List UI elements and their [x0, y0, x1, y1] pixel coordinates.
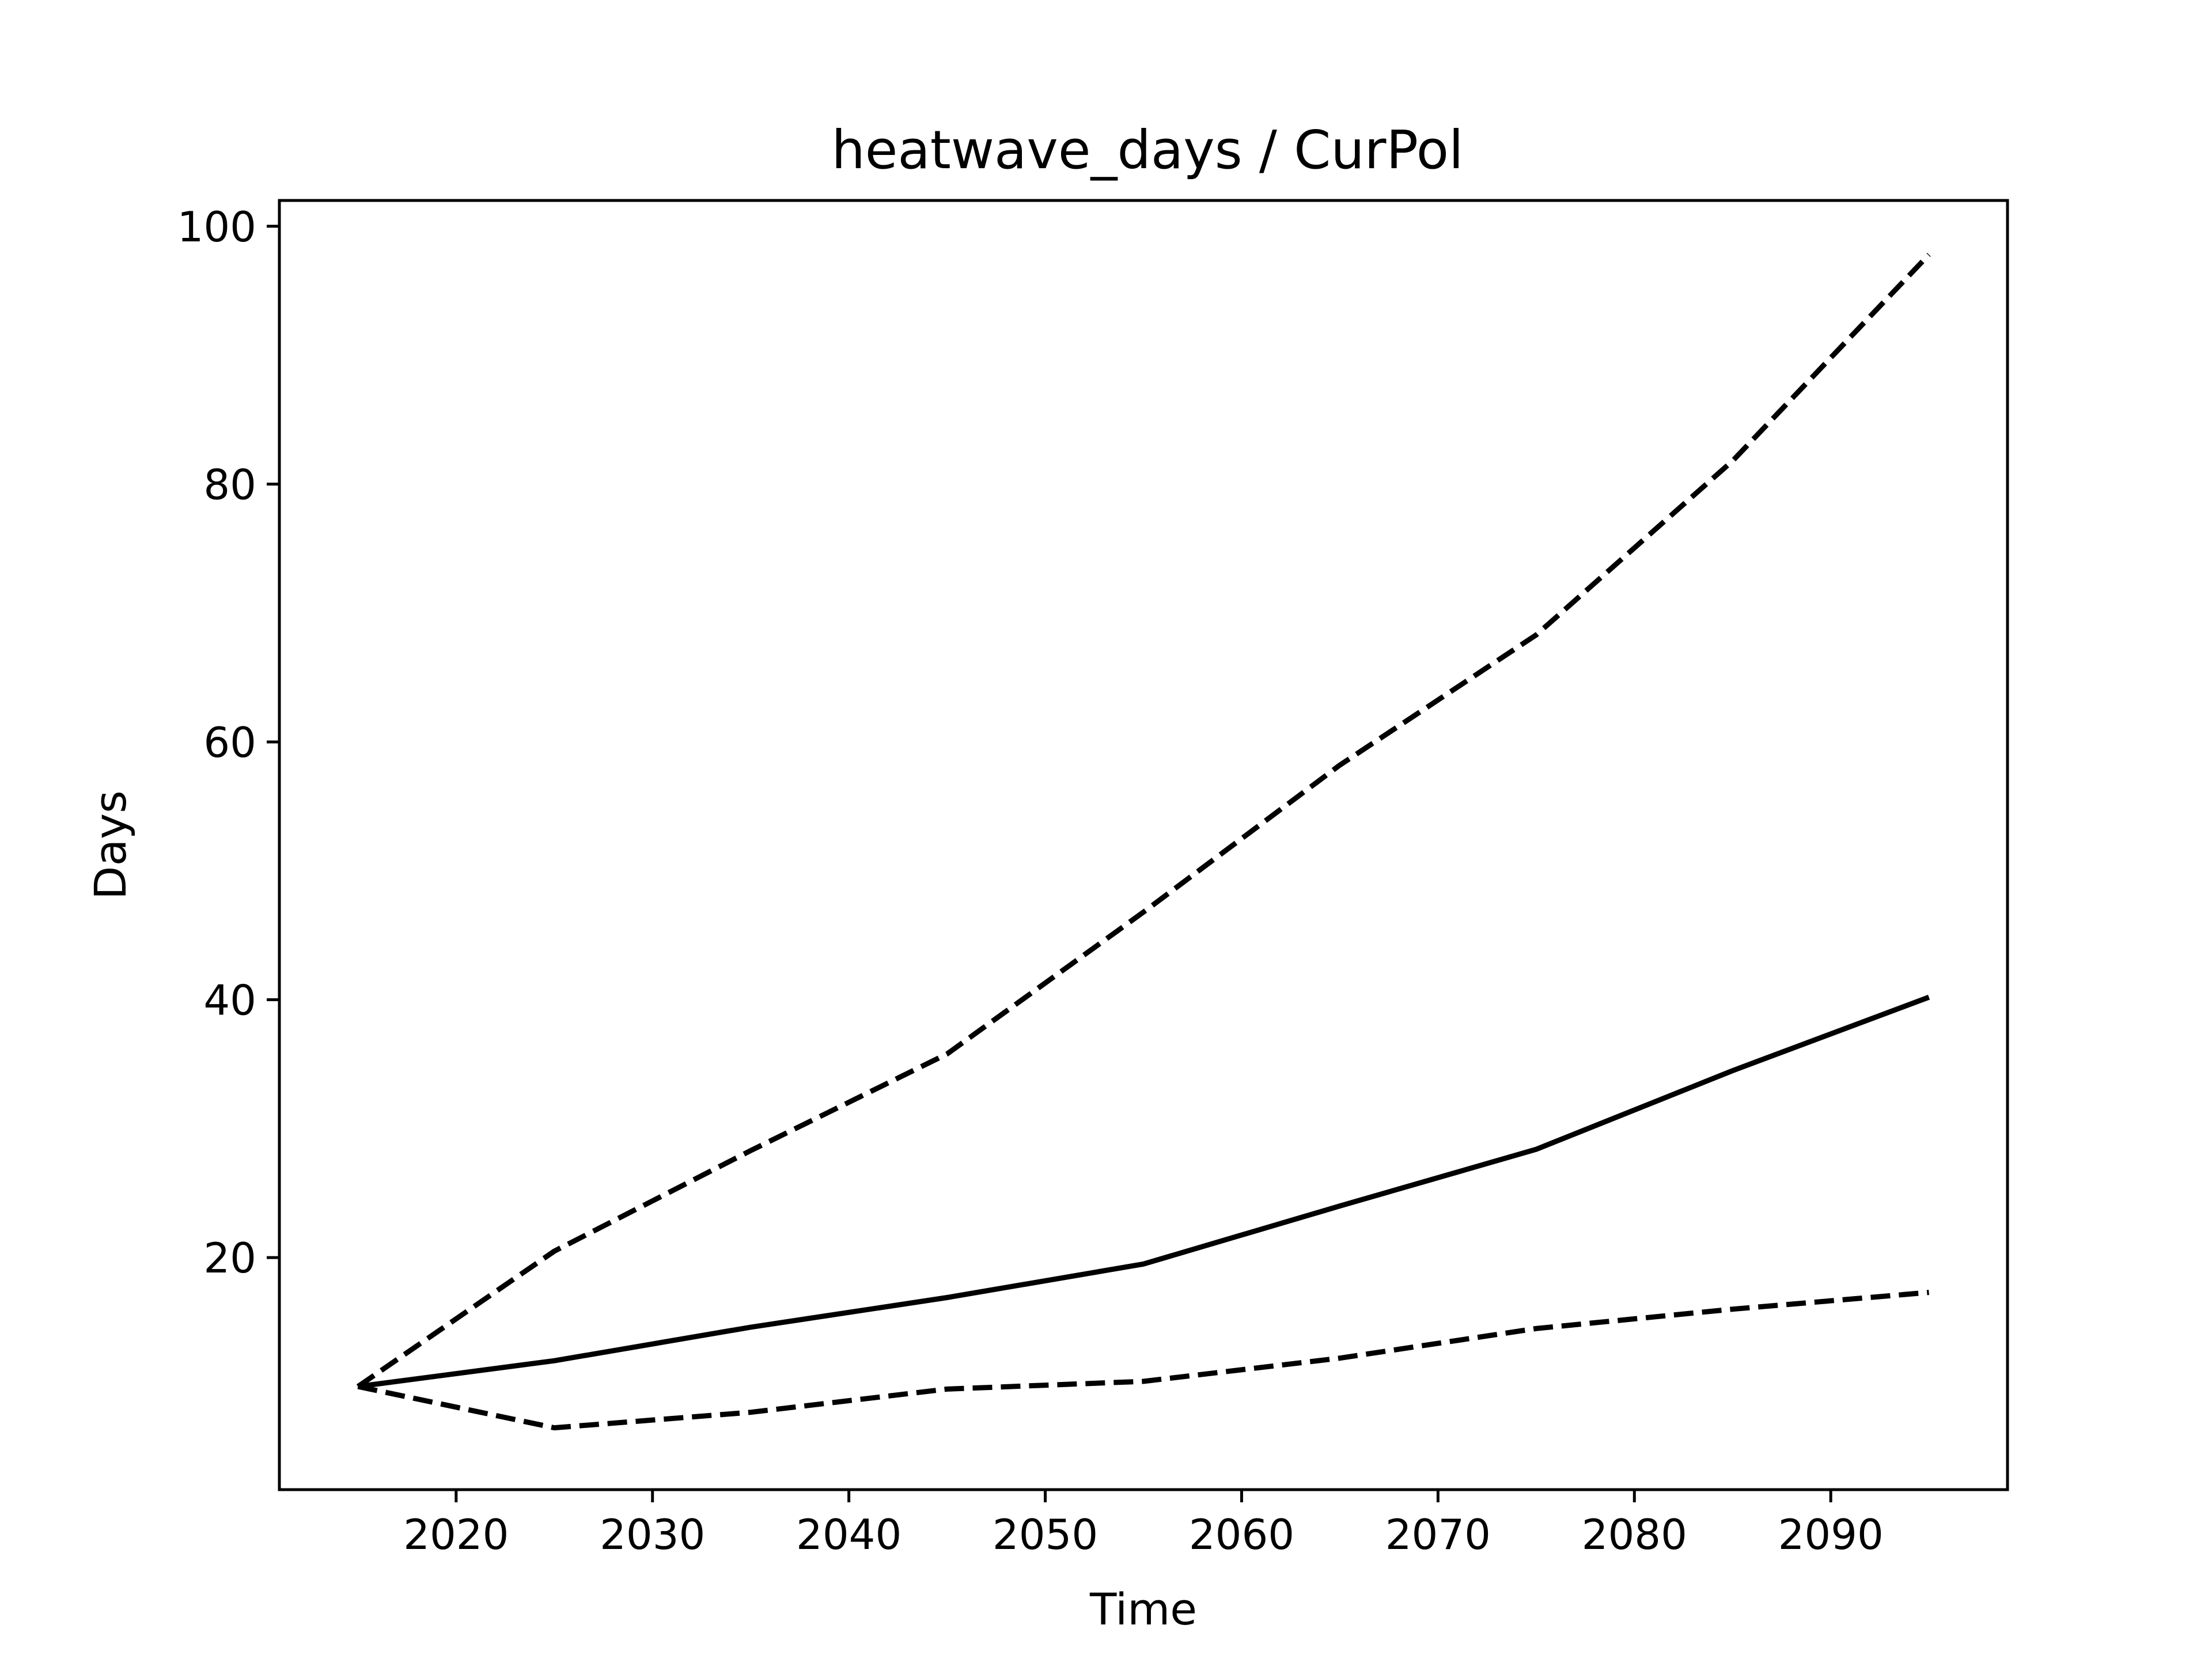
chart-title: heatwave_days / CurPol	[831, 119, 1463, 181]
x-axis-ticks: 2020 2030 2040 2050 2060 2070 2080 2090	[403, 1490, 1884, 1559]
y-tick-label-60: 60	[203, 718, 256, 767]
x-tick-label-2080: 2080	[1582, 1510, 1687, 1559]
y-tick-label-100: 100	[177, 203, 256, 251]
y-tick-label-40: 40	[203, 976, 256, 1025]
series-layer	[356, 252, 1931, 1431]
x-tick-label-2040: 2040	[796, 1510, 902, 1559]
series-line-1-dashed	[356, 252, 1931, 1389]
x-tick-label-2020: 2020	[403, 1510, 509, 1559]
y-tick-label-20: 20	[203, 1234, 256, 1282]
y-tick-label-80: 80	[203, 460, 256, 509]
x-tick-label-2060: 2060	[1189, 1510, 1294, 1559]
series-line-2-solid	[357, 994, 1930, 1389]
x-tick-label-2070: 2070	[1385, 1510, 1491, 1559]
series-line-3-dashed	[357, 1290, 1929, 1431]
y-axis-ticks: 20 40 60 80 100	[177, 203, 279, 1282]
x-tick-label-2050: 2050	[993, 1510, 1098, 1559]
x-tick-label-2090: 2090	[1778, 1510, 1884, 1559]
x-axis-label: Time	[1089, 1584, 1197, 1635]
plot-frame	[278, 199, 2009, 1491]
x-tick-label-2030: 2030	[600, 1510, 705, 1559]
y-axis-label: Days	[85, 790, 136, 900]
